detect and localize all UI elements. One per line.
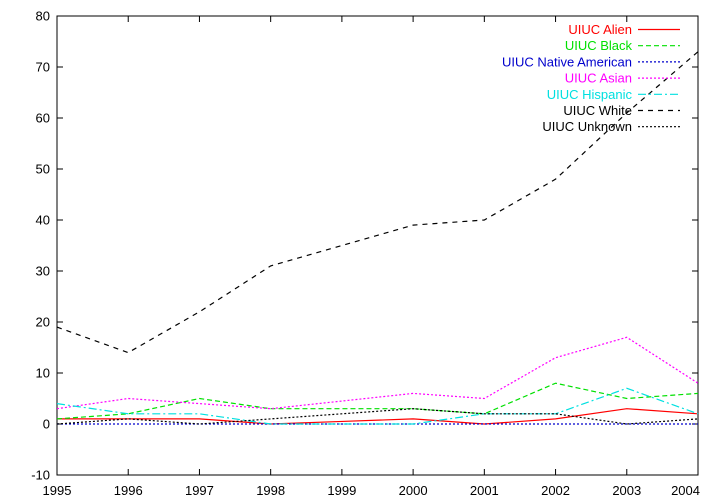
series-line-uiuc-alien (57, 408, 699, 425)
series-line-uiuc-unknown (56, 408, 699, 425)
legend-label: UIUC Asian (565, 71, 632, 86)
x-tick-label: 2003 (612, 483, 641, 498)
x-tick-label: 2002 (541, 483, 570, 498)
y-tick-label: 70 (36, 60, 50, 75)
legend-label: UIUC Alien (568, 22, 632, 37)
x-tick-label: 1998 (256, 483, 285, 498)
x-tick-label: 2001 (470, 483, 499, 498)
x-tick-label: 1999 (327, 483, 356, 498)
y-tick-label: 20 (36, 315, 50, 330)
series-lines (56, 51, 699, 425)
plot-frame (56, 15, 699, 476)
legend-label: UIUC Hispanic (547, 87, 633, 102)
x-tick-label: 1996 (114, 483, 143, 498)
x-tick-label: 2000 (399, 483, 428, 498)
legend-label: UIUC Unknown (542, 119, 632, 134)
series-line-uiuc-black (56, 382, 699, 420)
x-tick-label: 1997 (185, 483, 214, 498)
series-line-uiuc-asian (56, 336, 699, 410)
y-tick-label: 10 (36, 366, 50, 381)
legend-label: UIUC White (563, 103, 632, 118)
x-tick-labels: 1995 1996 1997 1998 1999 2000 2001 2002 2003 2004 (43, 483, 700, 498)
series-line-uiuc-white (56, 51, 699, 354)
x-tick-label: 2004 (671, 483, 700, 498)
y-tick-label: 40 (36, 213, 50, 228)
x-tick-label: 1995 (43, 483, 72, 498)
legend-label: UIUC Native American (502, 54, 632, 69)
series-line-uiuc-hispanic (56, 387, 699, 425)
y-tick-label: 80 (36, 9, 50, 24)
y-tick-label: 0 (43, 417, 50, 432)
y-tick-label: 30 (36, 264, 50, 279)
y-tick-label: -10 (31, 468, 50, 483)
y-tick-label: 50 (36, 162, 50, 177)
y-tick-label: 60 (36, 111, 50, 126)
legend-label: UIUC Black (565, 38, 633, 53)
y-tick-labels: -10 0 10 20 30 40 50 60 70 80 (31, 9, 50, 483)
